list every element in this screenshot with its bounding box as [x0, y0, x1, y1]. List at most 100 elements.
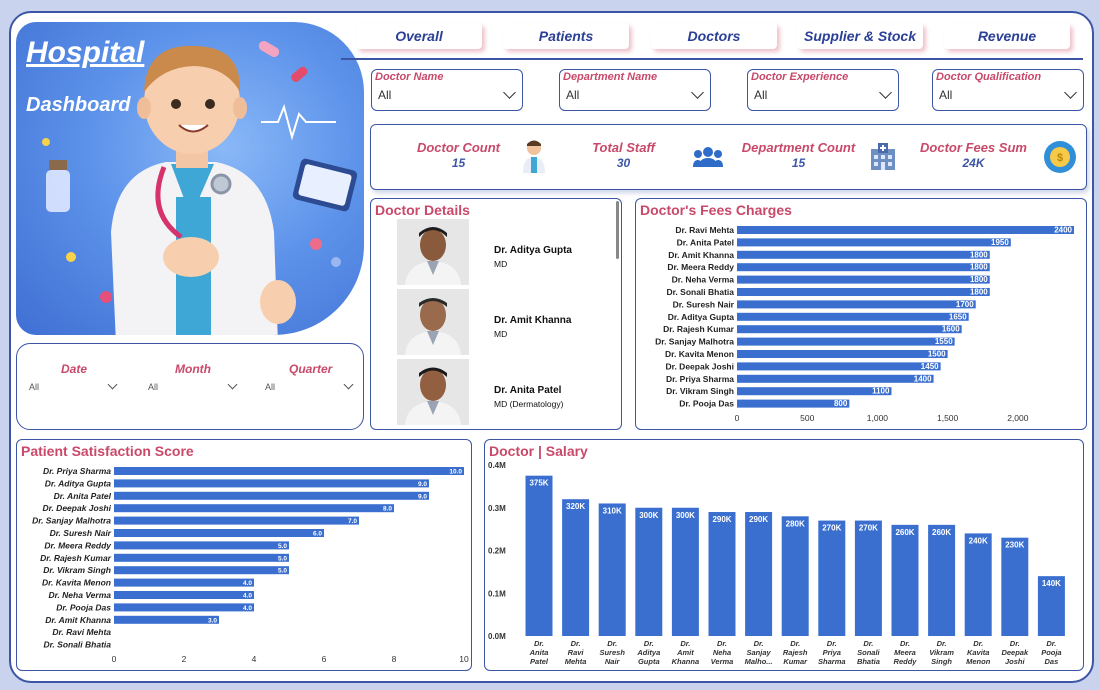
kpi-value: 30: [616, 156, 631, 170]
doctor-experience-filter[interactable]: Doctor Experience All: [747, 69, 899, 111]
kpi-label: Total Staff: [592, 140, 655, 155]
bar: [114, 566, 289, 575]
category-label: Dr. Meera Reddy: [44, 540, 112, 550]
bar: [114, 467, 464, 475]
tab-revenue[interactable]: Revenue: [944, 23, 1070, 49]
data-label: 1800: [970, 250, 988, 259]
chevron-down-icon[interactable]: [107, 379, 118, 390]
data-label: 300K: [676, 511, 695, 520]
data-label: 6.0: [313, 531, 322, 538]
tab-supplier-stock[interactable]: Supplier & Stock: [797, 23, 923, 49]
tab-doctors[interactable]: Doctors: [651, 23, 777, 49]
category-label: Dr. Kavita Menon: [42, 578, 111, 588]
chevron-down-icon[interactable]: [691, 86, 704, 99]
bar: [114, 591, 254, 599]
bar: [964, 533, 992, 636]
bar: [737, 238, 1011, 247]
tab-patients[interactable]: Patients: [503, 23, 629, 49]
data-label: 270K: [859, 524, 878, 533]
chevron-down-icon[interactable]: [343, 379, 354, 390]
tick-label: 0: [112, 654, 117, 664]
bar: [737, 275, 990, 284]
data-label: 260K: [895, 528, 914, 537]
tick-label: 1,000: [867, 413, 889, 423]
doctor-photo-icon: [397, 219, 469, 285]
list-item[interactable]: Dr. Anita Patel MD (Dermatology): [397, 359, 627, 425]
data-label: 310K: [603, 506, 622, 515]
category-label: Dr. Deepak Joshi: [42, 503, 111, 513]
chevron-down-icon[interactable]: [503, 86, 516, 99]
category-label: Dr. Neha Verma: [672, 275, 735, 285]
bar: [737, 399, 850, 408]
category-label: Dr. Amit Khanna: [672, 639, 700, 666]
category-label: Dr. Vikram Singh: [929, 639, 954, 666]
category-label: Dr. Pooja Das: [1041, 639, 1061, 666]
data-label: 290K: [749, 515, 768, 524]
satisfaction-bar-chart: Dr. Priya Sharma 10.0 Dr. Aditya Gupta 9.0 D…: [32, 466, 469, 664]
list-item[interactable]: Dr. Aditya Gupta MD: [397, 219, 627, 285]
doctor-icon: [523, 140, 545, 173]
bar: [745, 512, 773, 636]
bar: [708, 512, 736, 636]
filter-label: Department Name: [563, 71, 658, 83]
date-filter-value[interactable]: All: [29, 382, 40, 392]
department-name-filter[interactable]: Department Name All: [559, 69, 711, 111]
scrollbar-thumb[interactable]: [616, 201, 619, 259]
list-item[interactable]: Dr. Amit Khanna MD: [397, 289, 627, 355]
data-label: 300K: [639, 511, 658, 520]
coin-icon: $: [1044, 141, 1076, 173]
filter-value: All: [566, 88, 580, 102]
bar: [818, 520, 846, 636]
chevron-down-icon[interactable]: [1064, 86, 1077, 99]
bar: [737, 337, 955, 346]
tick-label: 0: [735, 413, 740, 423]
tab-overall[interactable]: Overall: [356, 23, 482, 49]
bar: [114, 603, 254, 612]
bar: [737, 300, 976, 309]
month-filter-value[interactable]: All: [148, 382, 159, 392]
dashboard-frame: Hospital Dashboard Overall Patients Doct…: [9, 11, 1094, 683]
data-label: 1400: [914, 374, 932, 383]
chart-title: Patient Satisfaction Score: [21, 443, 194, 459]
category-label: Dr. Anita Patel: [677, 237, 734, 247]
bar: [737, 350, 948, 358]
category-label: Dr. Kavita Menon: [665, 349, 734, 359]
quarter-filter-value[interactable]: All: [265, 382, 276, 392]
category-label: Dr. Sonali Bhatia: [857, 639, 881, 666]
bar: [737, 263, 990, 272]
data-label: 5.0: [278, 568, 287, 575]
data-label: 260K: [932, 528, 951, 537]
bar: [671, 507, 699, 636]
filter-label: Doctor Qualification: [936, 71, 1042, 83]
tick-label: 500: [800, 413, 814, 423]
category-label: Dr. Suresh Nair: [599, 639, 625, 666]
category-label: Dr. Rajesh Kumar: [40, 553, 112, 563]
data-label: 320K: [566, 502, 585, 511]
bar: [737, 250, 990, 259]
chevron-down-icon[interactable]: [879, 86, 892, 99]
bar: [737, 325, 962, 334]
category-label: Dr. Meera Reddy: [667, 262, 734, 272]
bar: [1037, 576, 1065, 636]
month-filter-label: Month: [175, 362, 211, 376]
doctor-qualification-filter[interactable]: Doctor Qualification All: [932, 69, 1084, 111]
data-label: 5.0: [278, 555, 287, 562]
bar: [114, 516, 359, 525]
doctor-name-filter[interactable]: Doctor Name All: [371, 69, 523, 111]
hero-subtitle: Dashboard: [26, 94, 131, 116]
kpi-value: 15: [791, 156, 806, 170]
quarter-filter-label: Quarter: [289, 362, 333, 376]
bar: [525, 475, 553, 636]
category-label: Dr. Anita Patel: [54, 491, 112, 501]
category-label: Dr. Vikram Singh: [666, 386, 734, 396]
category-label: Dr. Sonali Bhatia: [43, 640, 111, 650]
chevron-down-icon[interactable]: [227, 379, 238, 390]
bar: [114, 504, 394, 513]
data-label: 5.0: [278, 543, 287, 550]
category-label: Dr. Sonali Bhatia: [666, 287, 734, 297]
salary-chart-panel: Doctor | Salary 0.0M 0.1M 0.2M 0.3M 0.4M 375K…: [484, 439, 1084, 671]
category-label: Dr. Priya Sharma: [666, 374, 734, 384]
bar: [114, 491, 429, 500]
kpi-label: Doctor Fees Sum: [920, 140, 1027, 155]
bar: [737, 374, 934, 383]
